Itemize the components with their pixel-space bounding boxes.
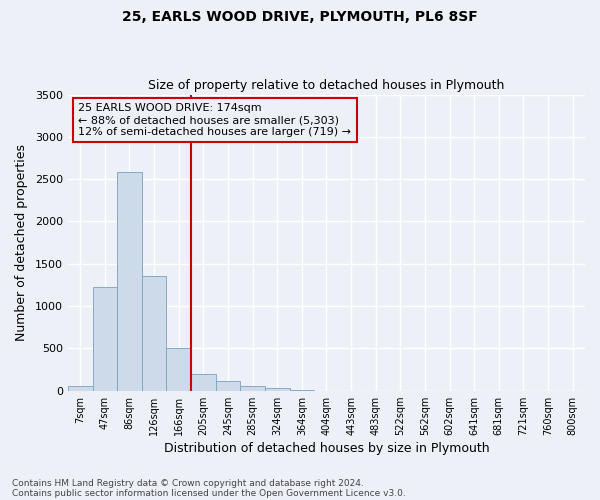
Text: 25 EARLS WOOD DRIVE: 174sqm
← 88% of detached houses are smaller (5,303)
12% of : 25 EARLS WOOD DRIVE: 174sqm ← 88% of det…: [78, 104, 351, 136]
Bar: [215, 382, 240, 390]
Y-axis label: Number of detached properties: Number of detached properties: [15, 144, 28, 341]
Text: Contains public sector information licensed under the Open Government Licence v3: Contains public sector information licen…: [12, 488, 406, 498]
Title: Size of property relative to detached houses in Plymouth: Size of property relative to detached ho…: [148, 79, 505, 92]
Text: 25, EARLS WOOD DRIVE, PLYMOUTH, PL6 8SF: 25, EARLS WOOD DRIVE, PLYMOUTH, PL6 8SF: [122, 10, 478, 24]
X-axis label: Distribution of detached houses by size in Plymouth: Distribution of detached houses by size …: [164, 442, 489, 455]
Bar: [191, 374, 215, 390]
Bar: [240, 386, 265, 390]
Bar: [265, 388, 290, 390]
Text: Contains HM Land Registry data © Crown copyright and database right 2024.: Contains HM Land Registry data © Crown c…: [12, 478, 364, 488]
Bar: [117, 172, 142, 390]
Bar: [92, 286, 117, 391]
Bar: [166, 348, 191, 391]
Bar: [142, 276, 166, 390]
Bar: [68, 386, 92, 390]
